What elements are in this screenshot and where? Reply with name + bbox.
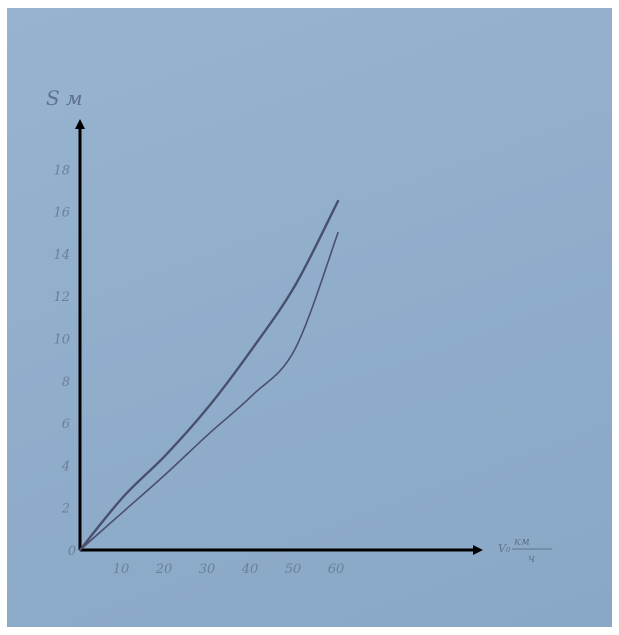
y-tick-label: 10	[53, 333, 70, 348]
paper-background	[7, 8, 612, 627]
y-tick-label: 0	[68, 544, 76, 559]
y-tick-label: 6	[62, 417, 70, 432]
y-tick-label: 12	[53, 290, 70, 305]
y-tick-label: 8	[62, 375, 70, 390]
x-tick-label: 50	[285, 562, 302, 577]
curve-series-1	[78, 199, 340, 552]
y-tick-label: 2	[61, 502, 70, 517]
curve-series-2	[79, 231, 339, 551]
x-tick-label: 40	[241, 562, 259, 577]
x-tick-labels: 10 20 30 40 50 60	[113, 562, 345, 577]
x-tick-label: 30	[199, 562, 216, 577]
x-axis-label-prefix: V₀	[498, 542, 511, 555]
y-tick-label: 16	[53, 206, 70, 221]
y-tick-labels: 0 2 4 6 8 10 12 14 16 18	[53, 163, 76, 559]
curves	[78, 199, 340, 552]
x-tick-label: 60	[328, 562, 345, 577]
y-tick-label: 14	[53, 248, 70, 263]
y-tick-label: 4	[61, 459, 70, 474]
x-tick-label: 10	[113, 562, 130, 577]
y-tick-label: 18	[53, 163, 70, 178]
x-axis-label-top: км	[514, 535, 530, 548]
x-tick-label: 20	[155, 562, 173, 577]
y-axis-label: S м	[46, 86, 83, 110]
x-axis-label-bottom: ч	[528, 552, 535, 565]
